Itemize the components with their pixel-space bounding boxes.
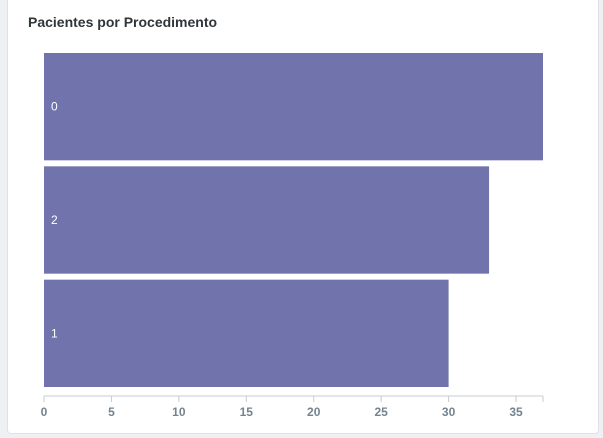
card-title: Pacientes por Procedimento [28, 14, 218, 30]
x-tick-label-10: 10 [172, 405, 186, 419]
bar-0[interactable] [44, 53, 543, 161]
chart-card: Pacientes por Procedimento 0 2 1 0 5 10 15 20 25… [7, 0, 599, 434]
x-tick-label-30: 30 [442, 405, 456, 419]
bar-1[interactable] [44, 279, 449, 387]
x-tick-label-5: 5 [108, 405, 115, 419]
bar-label-0: 0 [51, 100, 58, 114]
x-tick-label-0: 0 [41, 405, 48, 419]
x-tick-label-20: 20 [307, 405, 321, 419]
bar-label-2: 2 [51, 213, 58, 227]
x-tick-label-15: 15 [240, 405, 254, 419]
bar-label-1: 1 [51, 326, 58, 340]
bar-2[interactable] [44, 166, 490, 274]
x-tick-label-25: 25 [374, 405, 388, 419]
x-tick-label-35: 35 [509, 405, 523, 419]
